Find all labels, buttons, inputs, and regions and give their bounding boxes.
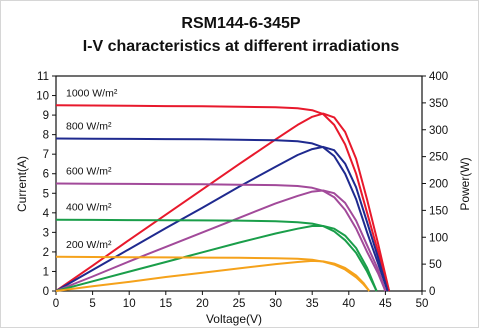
power-curve-4 (55, 259, 371, 292)
irradiation-label-3: 400 W/m² (66, 202, 112, 214)
x-tick-label: 30 (269, 298, 282, 310)
y-left-tick-label: 7 (43, 149, 49, 161)
iv-curve-1 (55, 137, 389, 292)
y-left-tick-label: 6 (43, 169, 49, 181)
iv-curve-4 (55, 255, 371, 292)
y-left-tick-label: 0 (43, 286, 49, 298)
y-left-tick-label: 8 (43, 130, 49, 142)
y-left-tick-label: 5 (43, 188, 49, 200)
power-curve-2 (55, 189, 387, 292)
power-curve-1 (55, 145, 389, 292)
y-left-tick-label: 1 (43, 266, 49, 278)
irradiation-label-4: 200 W/m² (66, 239, 112, 251)
iv-curve-2 (55, 182, 387, 292)
irradiation-labels: 1000 W/m² 800 W/m² 600 W/m² 400 W/m² 200 W/m… (66, 87, 118, 250)
y-right-tick-label: 150 (429, 205, 448, 217)
y-right-tick-label: 300 (429, 125, 448, 137)
y-right-axis-label: Power(W) (458, 157, 472, 210)
x-tick-label: 10 (123, 298, 136, 310)
chart-title: RSM144-6-345P (181, 15, 301, 32)
y-right-tick-label: 400 (429, 71, 448, 83)
y-left-tick-label: 4 (43, 208, 50, 220)
y-left-tick-label: 3 (43, 227, 49, 239)
y-left-axis-label: Current(A) (15, 156, 29, 212)
x-tick-label: 5 (89, 298, 95, 310)
irradiation-label-2: 600 W/m² (66, 166, 112, 178)
y-right-tick-label: 0 (429, 286, 435, 298)
iv-curve-3 (55, 218, 378, 292)
chart-subtitle: I-V characteristics at different irradia… (83, 38, 400, 55)
x-axis-label: Voltage(V) (206, 312, 262, 326)
x-tick-label: 35 (306, 298, 319, 310)
x-tick-label: 25 (233, 298, 246, 310)
y-right-tick-label: 250 (429, 152, 448, 164)
power-curve-0 (55, 112, 391, 292)
irradiation-label-0: 1000 W/m² (66, 87, 118, 99)
x-tick-label: 15 (159, 298, 172, 310)
y-left-tick-label: 2 (43, 247, 49, 259)
y-left-tick-label: 10 (36, 91, 49, 103)
curves (55, 104, 391, 292)
x-tick-label: 40 (342, 298, 355, 310)
y-right-tick-label: 50 (429, 259, 442, 271)
y-right-tick-label: 100 (429, 232, 448, 244)
axes: 0 5 10 15 20 25 30 35 40 45 5001234567891011050100… (36, 71, 448, 310)
x-tick-label: 45 (379, 298, 392, 310)
power-curve-3 (55, 225, 378, 292)
x-tick-label: 20 (196, 298, 209, 310)
irradiation-label-1: 800 W/m² (66, 121, 112, 133)
x-tick-label: 0 (53, 298, 59, 310)
x-tick-label: 50 (416, 298, 429, 310)
iv-curve-0 (55, 104, 391, 292)
y-right-tick-label: 200 (429, 179, 448, 191)
y-left-tick-label: 11 (37, 71, 49, 83)
y-left-tick-label: 9 (43, 110, 49, 122)
y-right-tick-label: 350 (429, 98, 448, 110)
